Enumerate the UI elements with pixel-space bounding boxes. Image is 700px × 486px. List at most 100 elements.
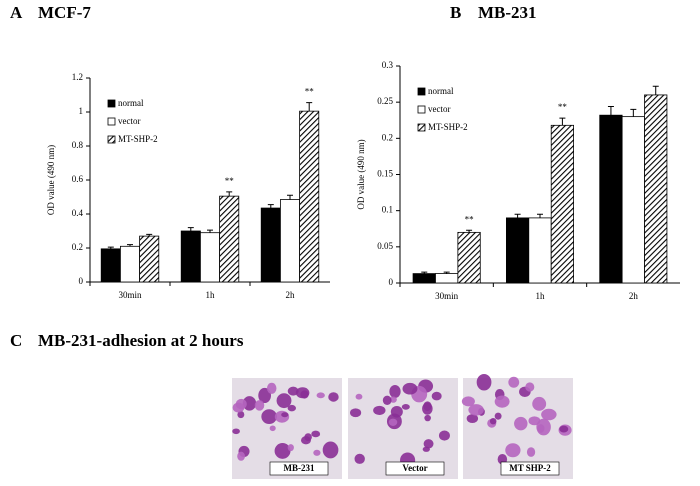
bar (528, 217, 552, 284)
x-tick-label: 2h (629, 291, 639, 301)
panel-label: A (10, 3, 23, 22)
bar (139, 235, 160, 283)
bar (199, 232, 220, 283)
error-bar (287, 194, 293, 200)
y-tick-label: 0.05 (377, 241, 393, 251)
cell (494, 395, 510, 408)
cell (525, 382, 535, 392)
error-bar (226, 191, 233, 197)
cell (526, 447, 536, 457)
cell (316, 392, 325, 399)
cell (313, 449, 321, 456)
y-tick-label: 0.4 (72, 208, 84, 218)
cell (322, 441, 339, 459)
cell (287, 404, 296, 412)
bar (599, 114, 623, 284)
cell (295, 387, 310, 399)
legend-label: vector (428, 104, 451, 114)
cell (401, 404, 410, 410)
cell (350, 408, 362, 418)
cell (235, 398, 247, 410)
legend-label: normal (118, 98, 144, 108)
legend-swatch (107, 135, 116, 144)
cell (431, 391, 442, 401)
cell (355, 393, 363, 400)
cell (494, 412, 502, 420)
bar (180, 230, 201, 283)
bar (219, 195, 240, 283)
error-bar (207, 229, 213, 233)
y-tick-label: 0.1 (382, 205, 393, 215)
error-bar (267, 204, 274, 209)
cell (389, 385, 401, 398)
cell (541, 408, 557, 421)
y-tick-label: 0.6 (72, 174, 84, 184)
y-tick-label: 0.2 (382, 132, 393, 142)
chart-title: MB-231 (478, 3, 537, 22)
cell (508, 376, 520, 388)
error-bar (559, 117, 566, 126)
cell (237, 410, 245, 419)
cell (242, 396, 257, 411)
cell (373, 405, 386, 415)
cell (461, 396, 475, 407)
error-bar (630, 108, 637, 117)
cell (489, 418, 497, 425)
legend-swatch (417, 87, 426, 96)
cell (232, 428, 240, 435)
cell (274, 410, 290, 423)
legend-label: vector (118, 116, 141, 126)
cell (304, 433, 312, 442)
cell (514, 416, 528, 431)
x-tick-label: 1h (536, 291, 546, 301)
bar (435, 273, 459, 284)
error-bar (187, 227, 194, 231)
cell (311, 430, 321, 438)
error-bar (537, 213, 543, 218)
significance: ** (465, 214, 475, 224)
cell (258, 387, 272, 404)
cell (423, 401, 432, 411)
bar (120, 245, 141, 283)
x-tick-label: 1h (206, 290, 216, 300)
cell (389, 396, 397, 403)
cell (402, 382, 418, 395)
bar (279, 199, 300, 283)
significance: ** (225, 176, 235, 186)
cell (354, 453, 365, 464)
error-bar (652, 85, 659, 95)
cell (382, 395, 392, 405)
cell (328, 392, 339, 402)
x-tick-label: 30min (118, 290, 142, 300)
cell (269, 425, 276, 432)
error-bar (607, 106, 614, 116)
cell (505, 443, 521, 458)
y-tick-label: 0.8 (72, 140, 84, 150)
legend-label: MT-SHP-2 (428, 122, 468, 132)
image-label-box (385, 461, 445, 476)
y-tick-label: 0 (389, 277, 394, 287)
y-tick-label: 0.2 (72, 242, 83, 252)
cell (438, 430, 450, 441)
cell (423, 439, 434, 449)
cell (559, 425, 569, 433)
cell (476, 373, 492, 391)
cell (274, 443, 291, 459)
significance: ** (305, 87, 315, 97)
bar (412, 273, 436, 284)
cell (287, 444, 294, 452)
image-label-box (500, 461, 560, 476)
image-label: MT SHP-2 (509, 463, 551, 473)
image-label: MB-231 (284, 463, 315, 473)
cell (532, 396, 547, 411)
bar (644, 94, 668, 284)
x-tick-label: 2h (286, 290, 296, 300)
panel-label: C (10, 331, 22, 350)
y-tick-label: 0 (79, 276, 84, 286)
error-bar (466, 229, 473, 233)
legend-swatch (107, 117, 116, 126)
image-label: Vector (402, 463, 427, 473)
error-bar (107, 246, 114, 249)
cell (276, 393, 292, 409)
